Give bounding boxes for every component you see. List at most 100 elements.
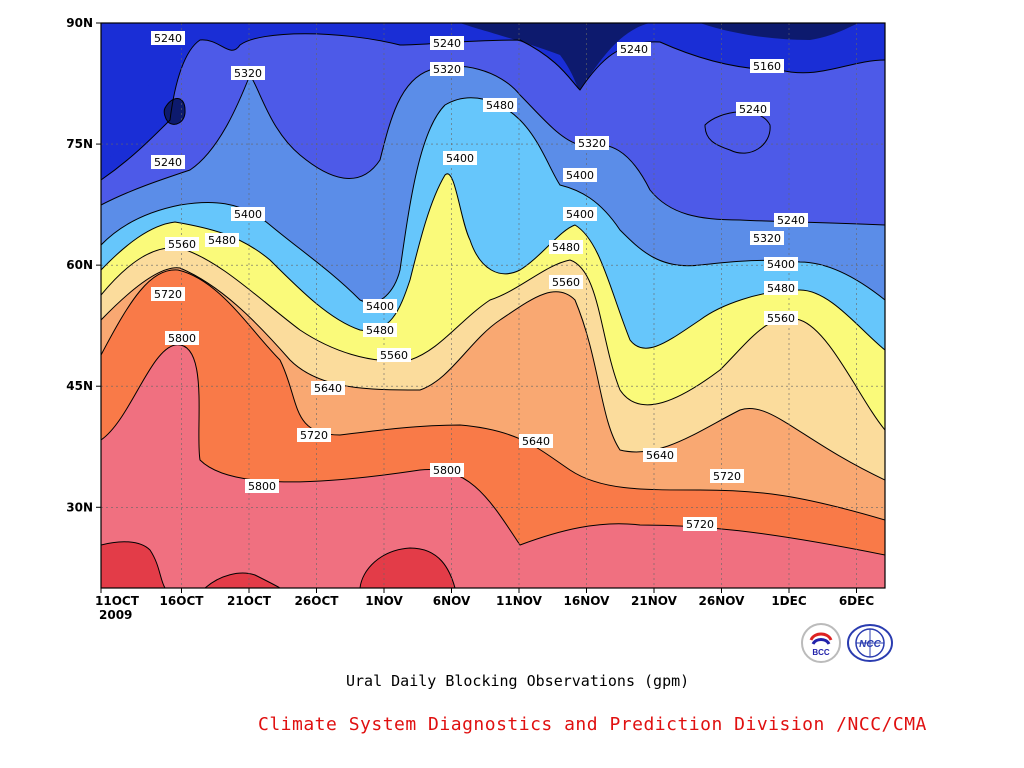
contour-label: 5720 <box>713 470 741 483</box>
contour-label-bg <box>311 381 345 395</box>
contour-label-bg <box>563 207 597 221</box>
contour-label: 5800 <box>168 332 196 345</box>
chart-caption: Ural Daily Blocking Observations (gpm) <box>346 672 690 690</box>
x-tick-label: 11NOV <box>496 594 543 608</box>
ncc-logo-text: NCC <box>859 639 881 650</box>
contour-label: 5640 <box>314 382 342 395</box>
band-5240-inner-patch <box>705 111 771 154</box>
x-tick-label: 1DEC <box>771 594 807 608</box>
contour-label: 5400 <box>767 258 795 271</box>
contour-label-bg <box>151 31 185 45</box>
contour-label-bg <box>710 469 744 483</box>
bcc-logo-text: BCC <box>812 648 830 657</box>
contour-label-bg <box>764 281 798 295</box>
x-tick-label: 16NOV <box>564 594 611 608</box>
y-tick-label: 75N <box>66 137 93 151</box>
contour-label: 5320 <box>578 137 606 150</box>
x-tick-label: 6NOV <box>433 594 471 608</box>
contour-label: 5320 <box>234 67 262 80</box>
x-tick-label: 21NOV <box>631 594 678 608</box>
contour-label-bg <box>231 207 265 221</box>
x-tick-label: 11OCT <box>95 594 140 608</box>
x-tick-label: 6DEC <box>839 594 875 608</box>
contour-label-bg <box>617 42 651 56</box>
ncc-logo: NCC <box>847 624 893 662</box>
contour-label: 5400 <box>366 300 394 313</box>
band-above-5880-a <box>101 541 165 588</box>
contour-label: 5720 <box>154 288 182 301</box>
contour-label: 5480 <box>486 99 514 112</box>
contour-chart: 5240 5320 5240 5400 5480 5560 5720 5800 5400 5480… <box>66 16 886 622</box>
contour-label-bg <box>430 463 464 477</box>
contour-label-bg <box>683 517 717 531</box>
contour-label: 5240 <box>777 214 805 227</box>
x-tick-label: 26OCT <box>295 594 340 608</box>
contour-label-bg <box>430 62 464 76</box>
contour-label-bg <box>483 98 517 112</box>
contour-label-bg <box>774 213 808 227</box>
y-tick-label: 90N <box>66 16 93 30</box>
contour-label: 5160 <box>753 60 781 73</box>
contour-label-bg <box>245 479 279 493</box>
contour-label-bg <box>736 102 770 116</box>
contour-label-bg <box>750 231 784 245</box>
contour-label: 5480 <box>552 241 580 254</box>
contour-label-bg <box>363 299 397 313</box>
contour-label: 5240 <box>433 37 461 50</box>
contour-label: 5800 <box>248 480 276 493</box>
y-tick-label: 60N <box>66 258 93 272</box>
contour-label: 5480 <box>767 282 795 295</box>
contour-label: 5560 <box>552 276 580 289</box>
band-5240-5320 <box>101 23 885 225</box>
bcc-logo: BCC <box>801 623 841 663</box>
contour-label-bg <box>750 59 784 73</box>
contour-label-bg <box>377 348 411 362</box>
y-axis: 30N 45N 60N 75N 90N <box>66 16 101 514</box>
contour-label-bg <box>575 136 609 150</box>
contour-label-bg <box>764 257 798 271</box>
x-tick-label: 26NOV <box>699 594 746 608</box>
contour-label-bg <box>643 448 677 462</box>
contour-label-bg <box>151 287 185 301</box>
x-axis: 11OCT 16OCT 21OCT 26OCT 1NOV 6NOV 11NOV 16NOV 21… <box>95 588 874 608</box>
y-tick-label: 30N <box>66 500 93 514</box>
contour-label: 5320 <box>753 232 781 245</box>
contour-label: 5400 <box>234 208 262 221</box>
contour-label-bg <box>519 434 553 448</box>
contour-label-bg <box>443 151 477 165</box>
contour-label: 5400 <box>566 208 594 221</box>
contour-label: 5240 <box>154 32 182 45</box>
contour-label-bg <box>205 233 239 247</box>
contour-label: 5320 <box>433 63 461 76</box>
contour-label: 5560 <box>767 312 795 325</box>
contour-label: 5400 <box>446 152 474 165</box>
contour-label-bg <box>563 168 597 182</box>
contour-label-bg <box>549 240 583 254</box>
contour-label: 5720 <box>300 429 328 442</box>
band-5240-west <box>101 23 160 165</box>
contour-label: 5800 <box>433 464 461 477</box>
grid <box>101 23 885 588</box>
x-tick-label: 21OCT <box>227 594 272 608</box>
contour-label-bg <box>151 155 185 169</box>
contour-label-bg <box>764 311 798 325</box>
contour-label: 5240 <box>620 43 648 56</box>
contour-labels: 5240 5320 5240 5400 5480 5560 5720 5800 5400 5480… <box>151 31 808 531</box>
contour-label-bg <box>363 323 397 337</box>
x-tick-label: 16OCT <box>160 594 205 608</box>
contour-label: 5640 <box>646 449 674 462</box>
y-tick-label: 45N <box>66 379 93 393</box>
x-year-label: 2009 <box>99 608 132 622</box>
credit-line: Climate System Diagnostics and Predictio… <box>258 714 927 735</box>
contour-label: 5560 <box>168 238 196 251</box>
contour-label: 5240 <box>154 156 182 169</box>
contour-label: 5480 <box>366 324 394 337</box>
contour-label-bg <box>297 428 331 442</box>
contour-label: 5480 <box>208 234 236 247</box>
contour-label: 5400 <box>566 169 594 182</box>
x-tick-label: 1NOV <box>365 594 403 608</box>
contour-label-bg <box>549 275 583 289</box>
contour-label: 5560 <box>380 349 408 362</box>
contour-label-bg <box>165 331 199 345</box>
band-core-low <box>164 98 186 125</box>
